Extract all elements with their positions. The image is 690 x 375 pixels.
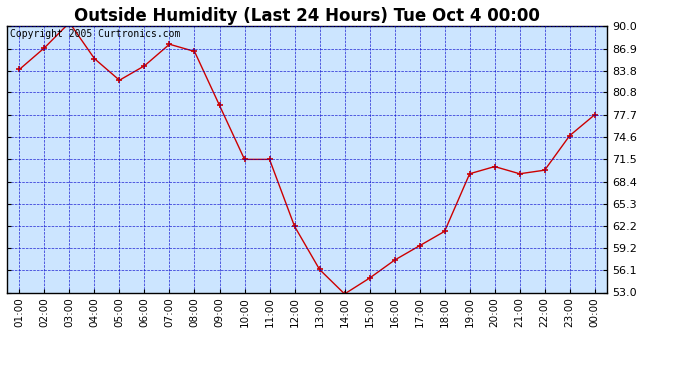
- Text: Copyright 2005 Curtronics.com: Copyright 2005 Curtronics.com: [10, 29, 180, 39]
- Title: Outside Humidity (Last 24 Hours) Tue Oct 4 00:00: Outside Humidity (Last 24 Hours) Tue Oct…: [74, 7, 540, 25]
